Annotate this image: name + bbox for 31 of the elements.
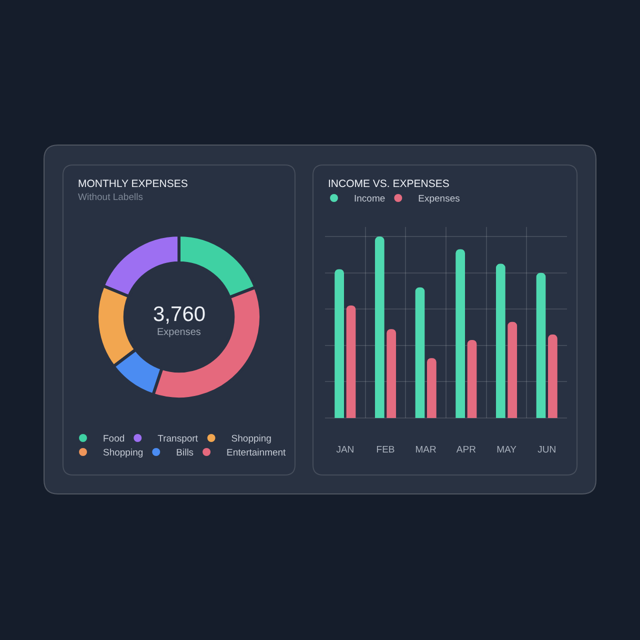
legend-label: Expenses	[418, 194, 460, 205]
legend-label: Shopping	[231, 434, 272, 445]
bar	[467, 340, 477, 418]
bar	[386, 329, 396, 418]
bar	[415, 287, 425, 418]
bar	[456, 249, 465, 418]
text: Expenses	[157, 327, 201, 338]
chart-title: MONTHLY EXPENSES	[78, 178, 188, 190]
x-tick-label: MAY	[496, 444, 518, 456]
x-tick-label: APR	[456, 444, 476, 456]
chart-subtitle: Without Labells	[78, 192, 144, 203]
legend-label: Entertainment	[226, 448, 286, 459]
bar	[374, 236, 384, 418]
bar	[536, 272, 546, 418]
legend-label: Transport	[158, 434, 198, 445]
x-tick-label: FEB	[376, 444, 395, 456]
legend-label: Food	[103, 434, 125, 445]
chart-title: INCOME VS. EXPENSES	[328, 178, 450, 190]
legend-label: Bills	[176, 448, 194, 459]
bar	[496, 264, 506, 418]
text: 3,760	[153, 303, 206, 326]
bar	[427, 358, 436, 418]
x-tick-label: JAN	[336, 444, 354, 456]
legend-label: Shopping	[103, 448, 144, 459]
bar	[334, 269, 344, 418]
legend-label: Income	[354, 194, 386, 205]
x-tick-label: JUN	[538, 444, 556, 456]
bar	[346, 306, 356, 418]
x-tick-label: MAR	[415, 444, 437, 456]
bar	[508, 322, 518, 418]
bar	[548, 334, 558, 418]
